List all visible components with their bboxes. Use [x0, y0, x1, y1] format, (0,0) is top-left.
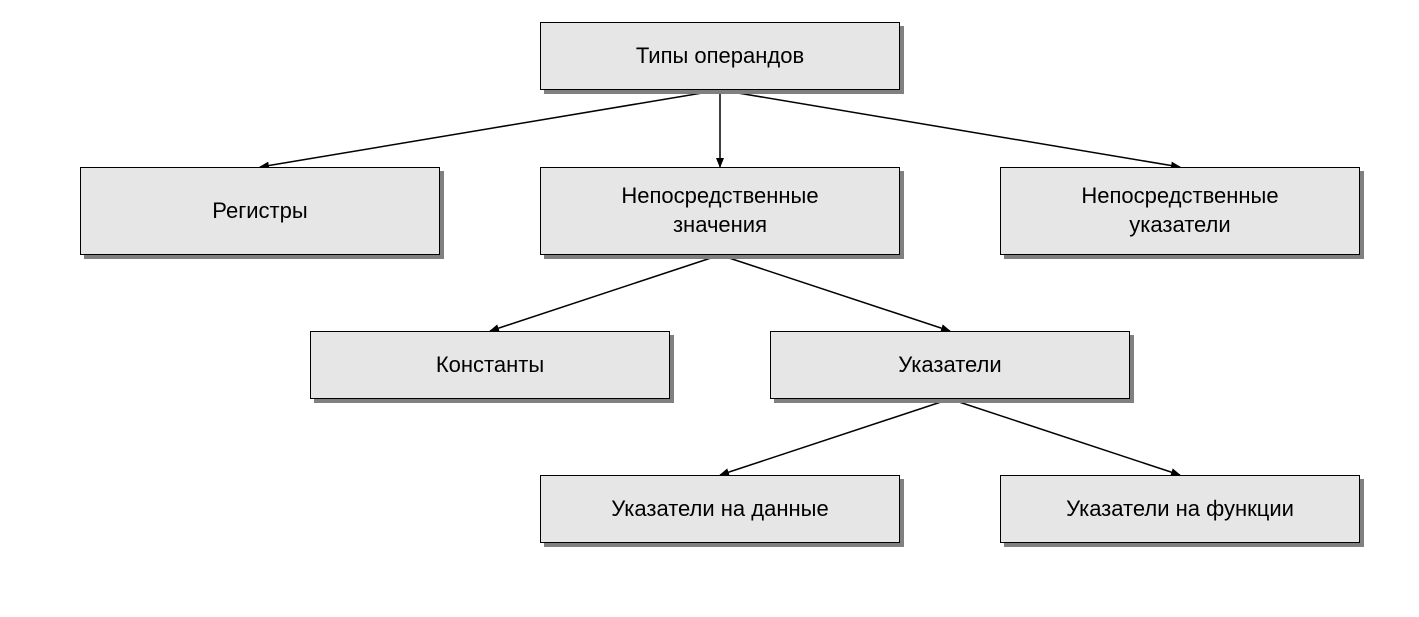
edge-4 [720, 255, 950, 331]
node-immediate_pointers: Непосредственные указатели [1000, 167, 1360, 255]
node-function_pointers: Указатели на функции [1000, 475, 1360, 543]
node-label: Константы [436, 351, 544, 380]
node-label: Регистры [212, 197, 307, 226]
node-data_pointers: Указатели на данные [540, 475, 900, 543]
node-label: Указатели на данные [611, 495, 828, 524]
node-label: Указатели [898, 351, 1001, 380]
node-pointers: Указатели [770, 331, 1130, 399]
node-label: Непосредственные значения [621, 182, 818, 239]
edge-5 [720, 399, 950, 475]
node-immediate_values: Непосредственные значения [540, 167, 900, 255]
node-registers: Регистры [80, 167, 440, 255]
node-label: Типы операндов [636, 42, 804, 71]
node-root: Типы операндов [540, 22, 900, 90]
edge-0 [260, 90, 720, 167]
node-label: Непосредственные указатели [1081, 182, 1278, 239]
edge-3 [490, 255, 720, 331]
edge-2 [720, 90, 1180, 167]
node-label: Указатели на функции [1066, 495, 1294, 524]
node-constants: Константы [310, 331, 670, 399]
edge-6 [950, 399, 1180, 475]
